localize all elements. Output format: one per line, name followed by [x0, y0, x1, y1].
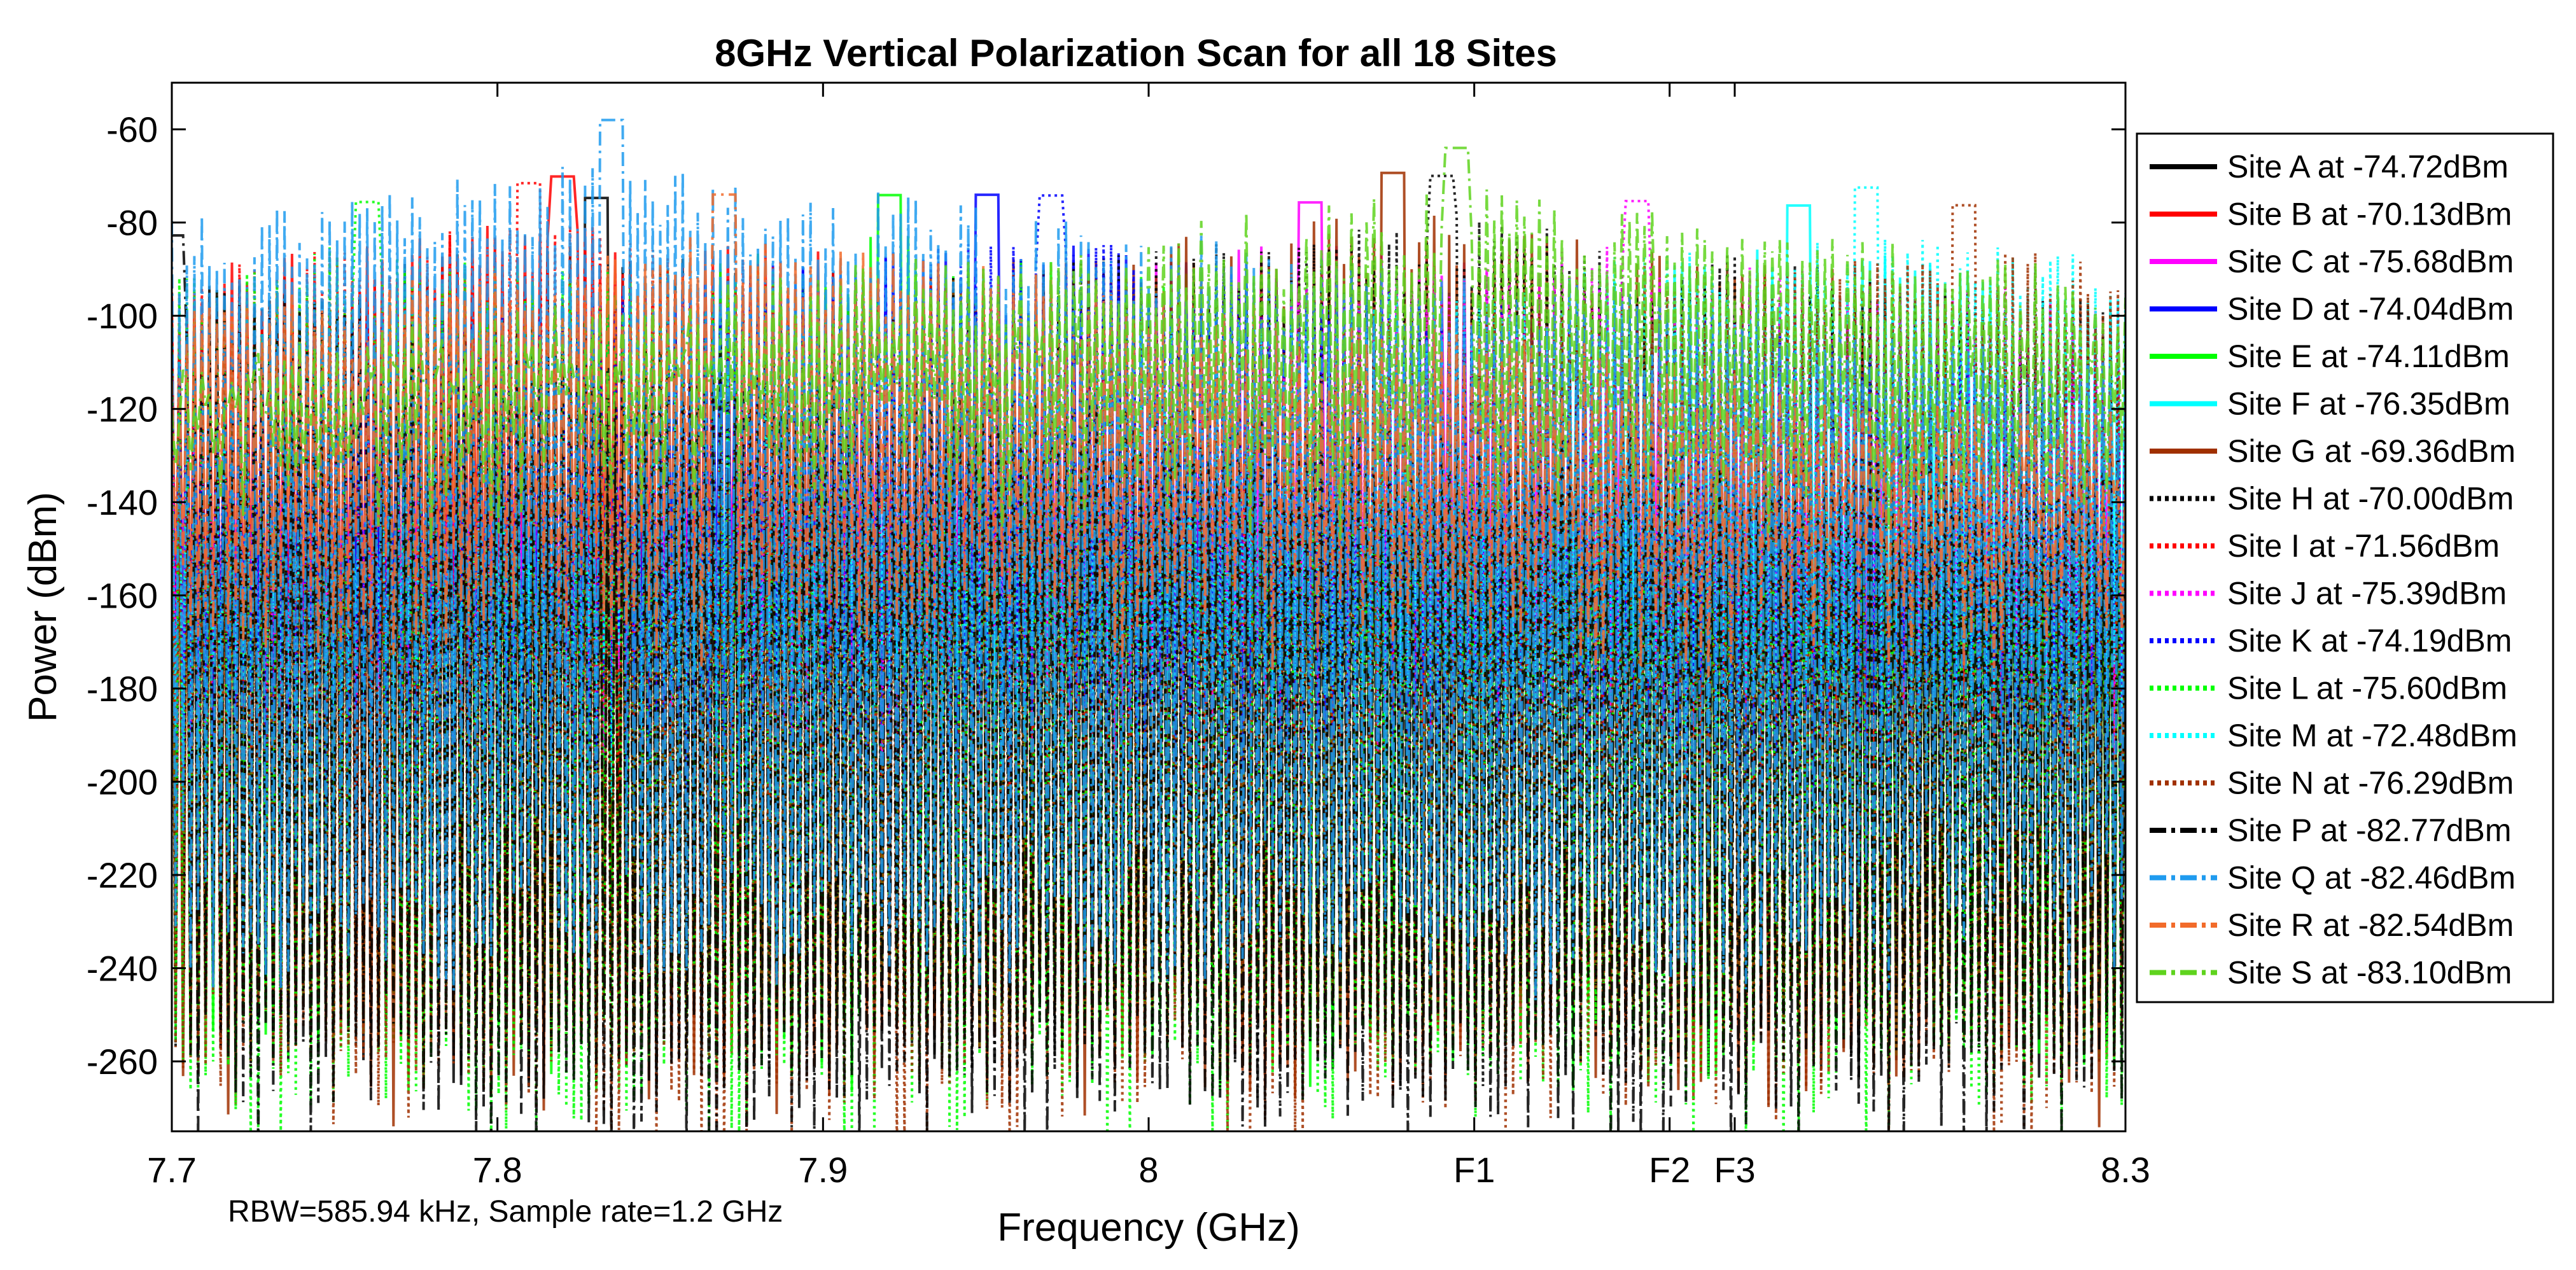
spectrum-chart: -60-80-100-120-140-160-180-200-220-240-2…	[0, 0, 2576, 1270]
